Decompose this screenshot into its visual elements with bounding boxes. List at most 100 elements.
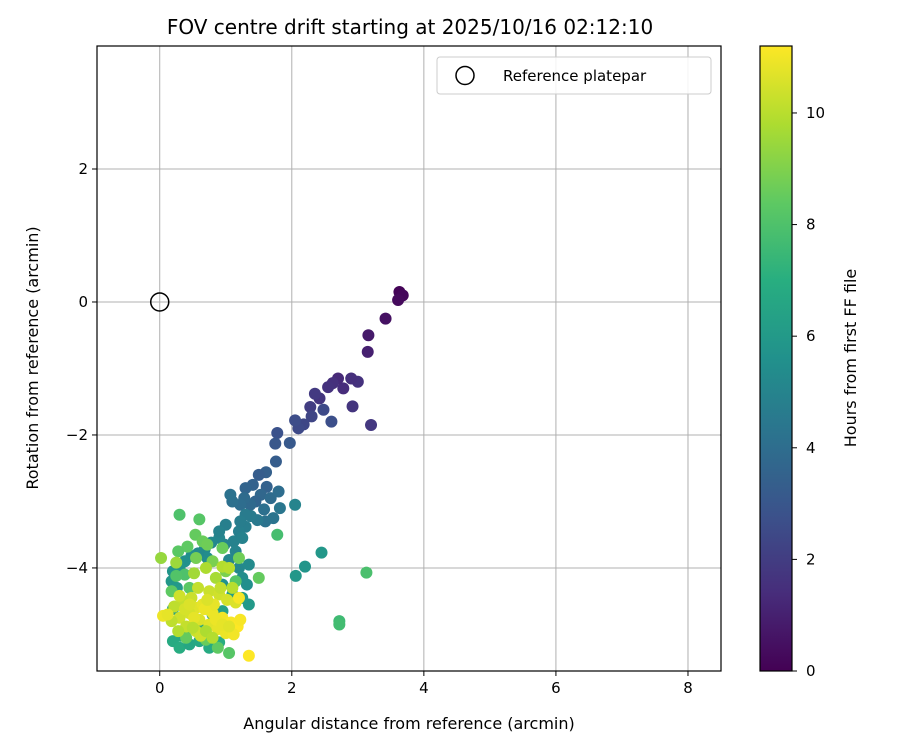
data-point (392, 293, 405, 306)
x-axis-label: Angular distance from reference (arcmin) (243, 714, 574, 733)
data-point (172, 625, 185, 638)
grid-lines (97, 46, 721, 671)
data-point (304, 401, 317, 414)
data-point (269, 437, 282, 450)
data-point (361, 345, 374, 358)
colorbar (759, 45, 793, 672)
data-point (273, 502, 286, 515)
colorbar-tick-label: 6 (806, 327, 816, 345)
data-points (155, 286, 409, 662)
data-point (379, 312, 392, 325)
data-point (216, 541, 229, 554)
data-point (242, 649, 255, 662)
y-axis-ticks: 2 0 −2 −4 (66, 160, 97, 577)
y-axis-label: Rotation from reference (arcmin) (23, 226, 42, 489)
data-point (223, 647, 236, 660)
data-point (283, 436, 296, 449)
data-point (272, 485, 285, 498)
data-point (236, 532, 249, 545)
data-point (258, 503, 271, 516)
data-point (269, 455, 282, 468)
data-point (181, 540, 194, 553)
data-point (234, 613, 247, 626)
data-point (365, 418, 378, 431)
colorbar-tick-label: 4 (806, 439, 816, 457)
data-point (188, 567, 201, 580)
data-point (362, 329, 375, 342)
reference-marker (149, 292, 170, 312)
data-point (173, 508, 186, 521)
data-point (224, 488, 237, 501)
data-point (211, 641, 224, 654)
data-point (242, 558, 255, 571)
legend-box (436, 56, 712, 95)
data-point (209, 571, 222, 584)
data-point (226, 581, 239, 594)
data-point (193, 513, 206, 526)
data-point (170, 556, 183, 569)
data-point (346, 400, 359, 413)
data-point (172, 545, 185, 558)
colorbar-tick-label: 0 (806, 662, 816, 680)
x-axis-ticks: 0 2 4 6 8 (155, 671, 693, 697)
data-point (223, 620, 236, 633)
y-tick-label: 2 (78, 160, 88, 178)
data-point (173, 641, 186, 654)
data-point (223, 561, 236, 574)
data-point (299, 560, 311, 573)
y-tick-label: 0 (78, 293, 88, 311)
data-point (345, 372, 358, 385)
x-tick-label: 4 (419, 679, 429, 697)
data-point (337, 382, 350, 395)
data-point (264, 492, 277, 505)
plot-frame (96, 45, 722, 672)
data-point (170, 569, 183, 582)
data-point (168, 600, 181, 613)
data-point (271, 528, 284, 541)
data-point (186, 621, 199, 634)
data-point (213, 525, 226, 538)
data-point (173, 589, 186, 602)
data-point (234, 515, 247, 528)
chart-title: FOV centre drift starting at 2025/10/16 … (167, 15, 653, 39)
data-point (180, 631, 193, 644)
data-point (271, 426, 284, 439)
data-point (214, 581, 227, 594)
data-point (289, 414, 302, 427)
x-tick-label: 8 (683, 679, 693, 697)
data-point (322, 381, 335, 394)
data-point (317, 403, 330, 416)
data-point (199, 561, 212, 574)
data-point (289, 498, 302, 511)
data-point (315, 546, 328, 559)
data-point (333, 618, 346, 631)
data-point (252, 571, 265, 584)
colorbar-tick-label: 10 (806, 104, 825, 122)
data-point (232, 551, 245, 564)
colorbar-tick-label: 8 (806, 216, 816, 234)
data-point (161, 608, 174, 621)
colorbar-tick-label: 2 (806, 550, 816, 568)
data-point (183, 598, 196, 611)
data-point (232, 591, 245, 604)
data-point (232, 561, 245, 574)
data-point (192, 581, 205, 594)
legend-label: Reference platepar (503, 67, 647, 85)
data-point (360, 566, 373, 579)
data-point (239, 482, 252, 495)
x-tick-label: 0 (155, 679, 165, 697)
data-point (325, 415, 338, 428)
x-tick-label: 2 (287, 679, 297, 697)
y-tick-label: −2 (66, 426, 88, 444)
data-point (155, 551, 168, 564)
legend-marker (455, 65, 475, 86)
data-point (252, 468, 265, 481)
data-point (188, 611, 201, 624)
y-tick-label: −4 (66, 559, 88, 577)
legend: Reference platepar (436, 56, 712, 95)
data-point (305, 410, 318, 423)
data-point (267, 512, 280, 525)
data-point (240, 578, 253, 591)
data-point (206, 631, 219, 644)
data-point (198, 603, 211, 616)
